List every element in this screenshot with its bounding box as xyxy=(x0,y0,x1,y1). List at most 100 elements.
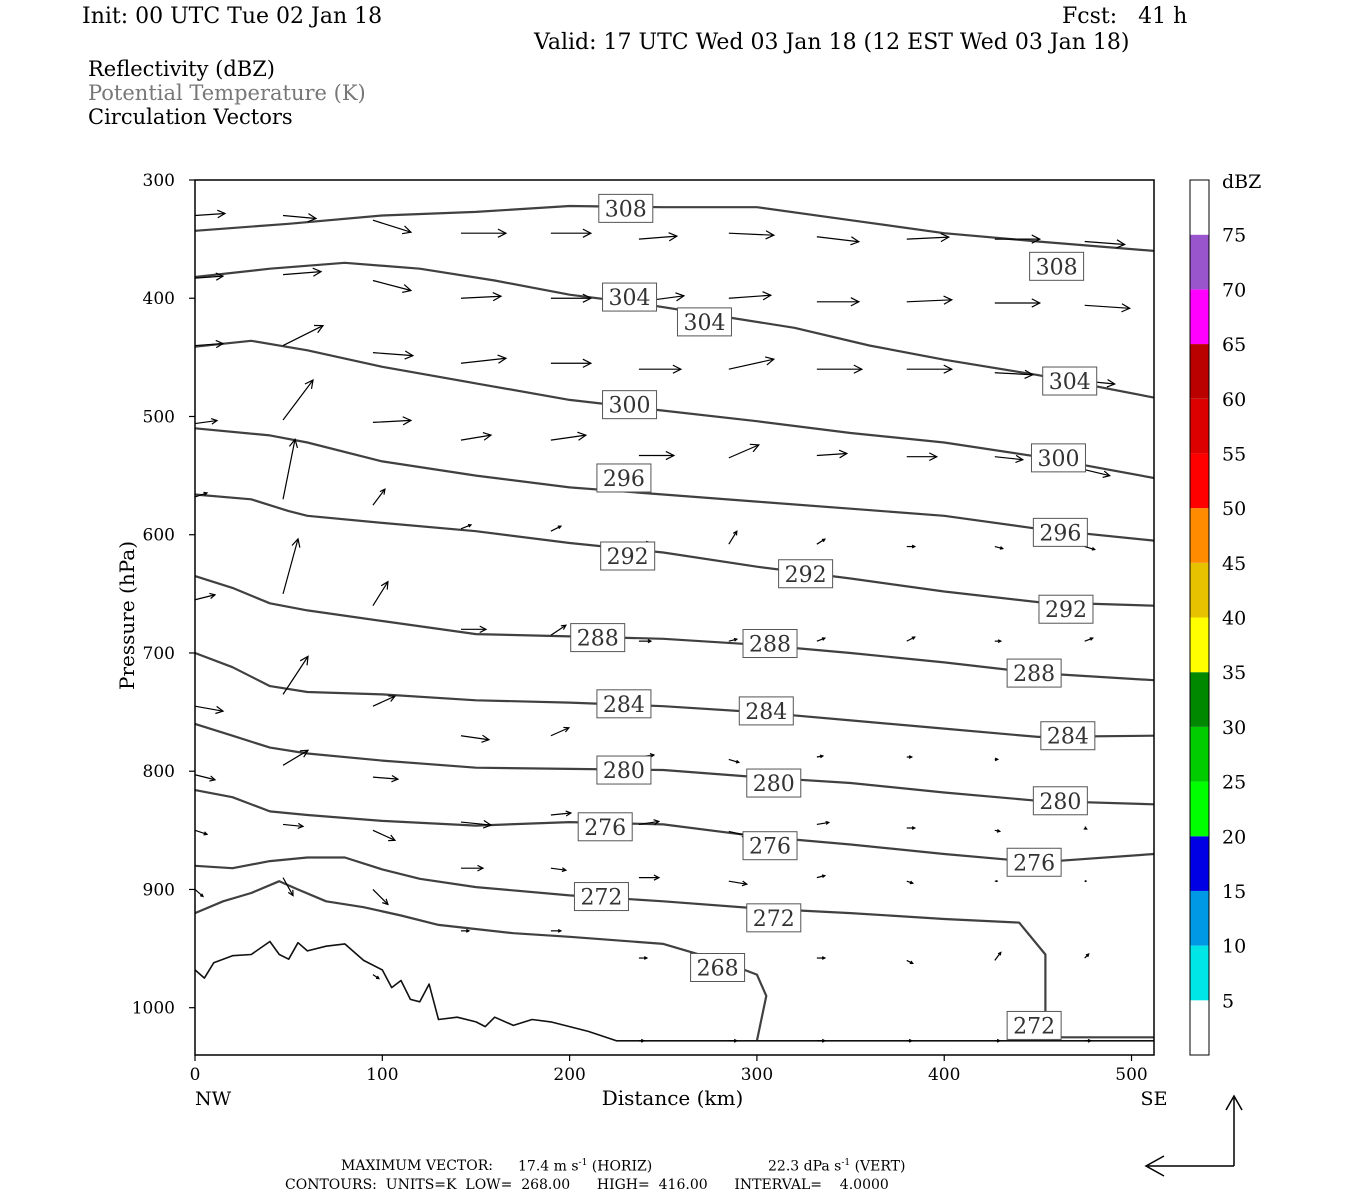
contour-label-box xyxy=(1032,786,1088,816)
x-tick-label: 300 xyxy=(741,1065,773,1085)
vector-shaft xyxy=(994,952,1002,961)
circulation-vector xyxy=(282,749,310,766)
vector-shaft xyxy=(728,358,774,370)
circulation-vector xyxy=(550,525,563,532)
plot-frame xyxy=(194,179,1155,1056)
vector-head xyxy=(765,230,776,240)
vector-dot xyxy=(995,880,998,883)
contour-label: 272 xyxy=(1006,1010,1062,1040)
circulation-vector xyxy=(372,279,413,294)
vector-shaft xyxy=(906,636,916,642)
circulation-vector xyxy=(1084,880,1087,883)
circulation-vector xyxy=(816,754,825,759)
vector-head xyxy=(999,546,1005,550)
contour-label-box xyxy=(573,882,629,912)
contour-label-text: 280 xyxy=(1039,790,1081,815)
circulation-vector xyxy=(282,378,314,421)
vector-shaft xyxy=(194,212,226,217)
circulation-vector xyxy=(372,829,397,842)
vector-head xyxy=(1024,369,1035,379)
vector-head xyxy=(215,272,225,281)
circulation-vector xyxy=(550,810,573,817)
circulation-vector xyxy=(550,867,568,873)
circulation-vector xyxy=(194,417,219,425)
contour-label: 304 xyxy=(1042,366,1098,396)
vector-shaft xyxy=(728,758,739,763)
colorbar-segment xyxy=(1190,945,1209,1001)
vert-exponent: -1 xyxy=(841,1158,851,1168)
vector-shaft xyxy=(728,530,738,545)
circulation-vector xyxy=(906,544,917,549)
circulation-vector xyxy=(550,228,593,238)
circulation-vector xyxy=(194,339,225,349)
contour-label-box xyxy=(742,629,798,659)
circulation-vector xyxy=(1084,637,1094,642)
x-tick-label: 100 xyxy=(366,1065,398,1085)
vector-shaft xyxy=(1084,240,1125,246)
vector-shaft xyxy=(460,821,492,826)
circulation-vector xyxy=(550,293,593,303)
vector-head xyxy=(215,339,225,349)
circulation-vector xyxy=(460,228,508,238)
contour-label: 276 xyxy=(1006,847,1062,877)
legend-potential-temperature: Potential Temperature (K) xyxy=(88,81,366,105)
circulation-vector xyxy=(728,291,773,301)
vector-shaft xyxy=(460,524,472,530)
circulation-vector xyxy=(994,298,1042,308)
contour-label-box xyxy=(1006,658,1062,688)
vector-head xyxy=(388,834,397,842)
vector-head xyxy=(497,228,508,238)
circulation-vector xyxy=(550,928,563,933)
circulation-vector xyxy=(638,956,649,960)
circulation-vector xyxy=(372,580,389,606)
circulation-vector xyxy=(906,636,916,642)
circulation-vector xyxy=(372,488,386,506)
theta-contour-288 xyxy=(194,575,1155,682)
vector-shaft xyxy=(550,624,567,636)
contour-label: 304 xyxy=(676,307,732,337)
colorbar-label: 40 xyxy=(1222,608,1246,630)
contour-label-box xyxy=(570,623,626,653)
circulation-vector xyxy=(994,639,1003,644)
contour-label-box xyxy=(746,768,802,798)
vector-shaft xyxy=(460,295,502,299)
vector-head xyxy=(997,639,1003,644)
circulation-vector xyxy=(550,726,571,737)
contour-label-text: 276 xyxy=(1013,851,1055,876)
circulation-vector xyxy=(816,236,861,246)
circulation-vector xyxy=(282,877,294,897)
vector-shaft xyxy=(194,275,224,279)
circulation-vector xyxy=(906,755,914,759)
colorbar-label: 65 xyxy=(1222,334,1246,356)
colorbar-segment xyxy=(1190,508,1209,563)
colorbar-segment xyxy=(1190,289,1209,345)
vector-head xyxy=(497,354,508,364)
y-tick-label: 700 xyxy=(143,644,175,664)
circulation-vector xyxy=(1084,469,1111,478)
vector-shaft xyxy=(194,342,224,347)
circulation-vector xyxy=(994,1038,1002,1043)
vector-shaft xyxy=(816,821,829,826)
circulation-vector xyxy=(816,956,827,960)
vector-head xyxy=(401,225,413,235)
contour-label-text: 272 xyxy=(1013,1014,1055,1039)
y-tick-label: 900 xyxy=(143,880,175,900)
circulation-vector xyxy=(372,416,413,426)
contour-label-text: 296 xyxy=(1039,521,1081,546)
circulation-vector xyxy=(906,1038,914,1043)
circulation-vector xyxy=(460,928,471,933)
vector-shaft xyxy=(816,538,826,545)
vector-head xyxy=(1106,378,1117,388)
vector-shaft xyxy=(638,235,677,240)
vector-head xyxy=(741,880,749,887)
contour-label-box xyxy=(577,812,633,842)
vector-head xyxy=(838,449,849,459)
vector-head xyxy=(668,232,679,242)
vector-head xyxy=(733,1038,739,1043)
colorbar-segment xyxy=(1190,890,1209,946)
circulation-vector xyxy=(906,232,951,243)
colorbar-segment xyxy=(1190,672,1209,727)
circulation-vector xyxy=(194,272,225,281)
colorbar-label: 45 xyxy=(1222,553,1246,575)
vector-head xyxy=(647,639,653,644)
